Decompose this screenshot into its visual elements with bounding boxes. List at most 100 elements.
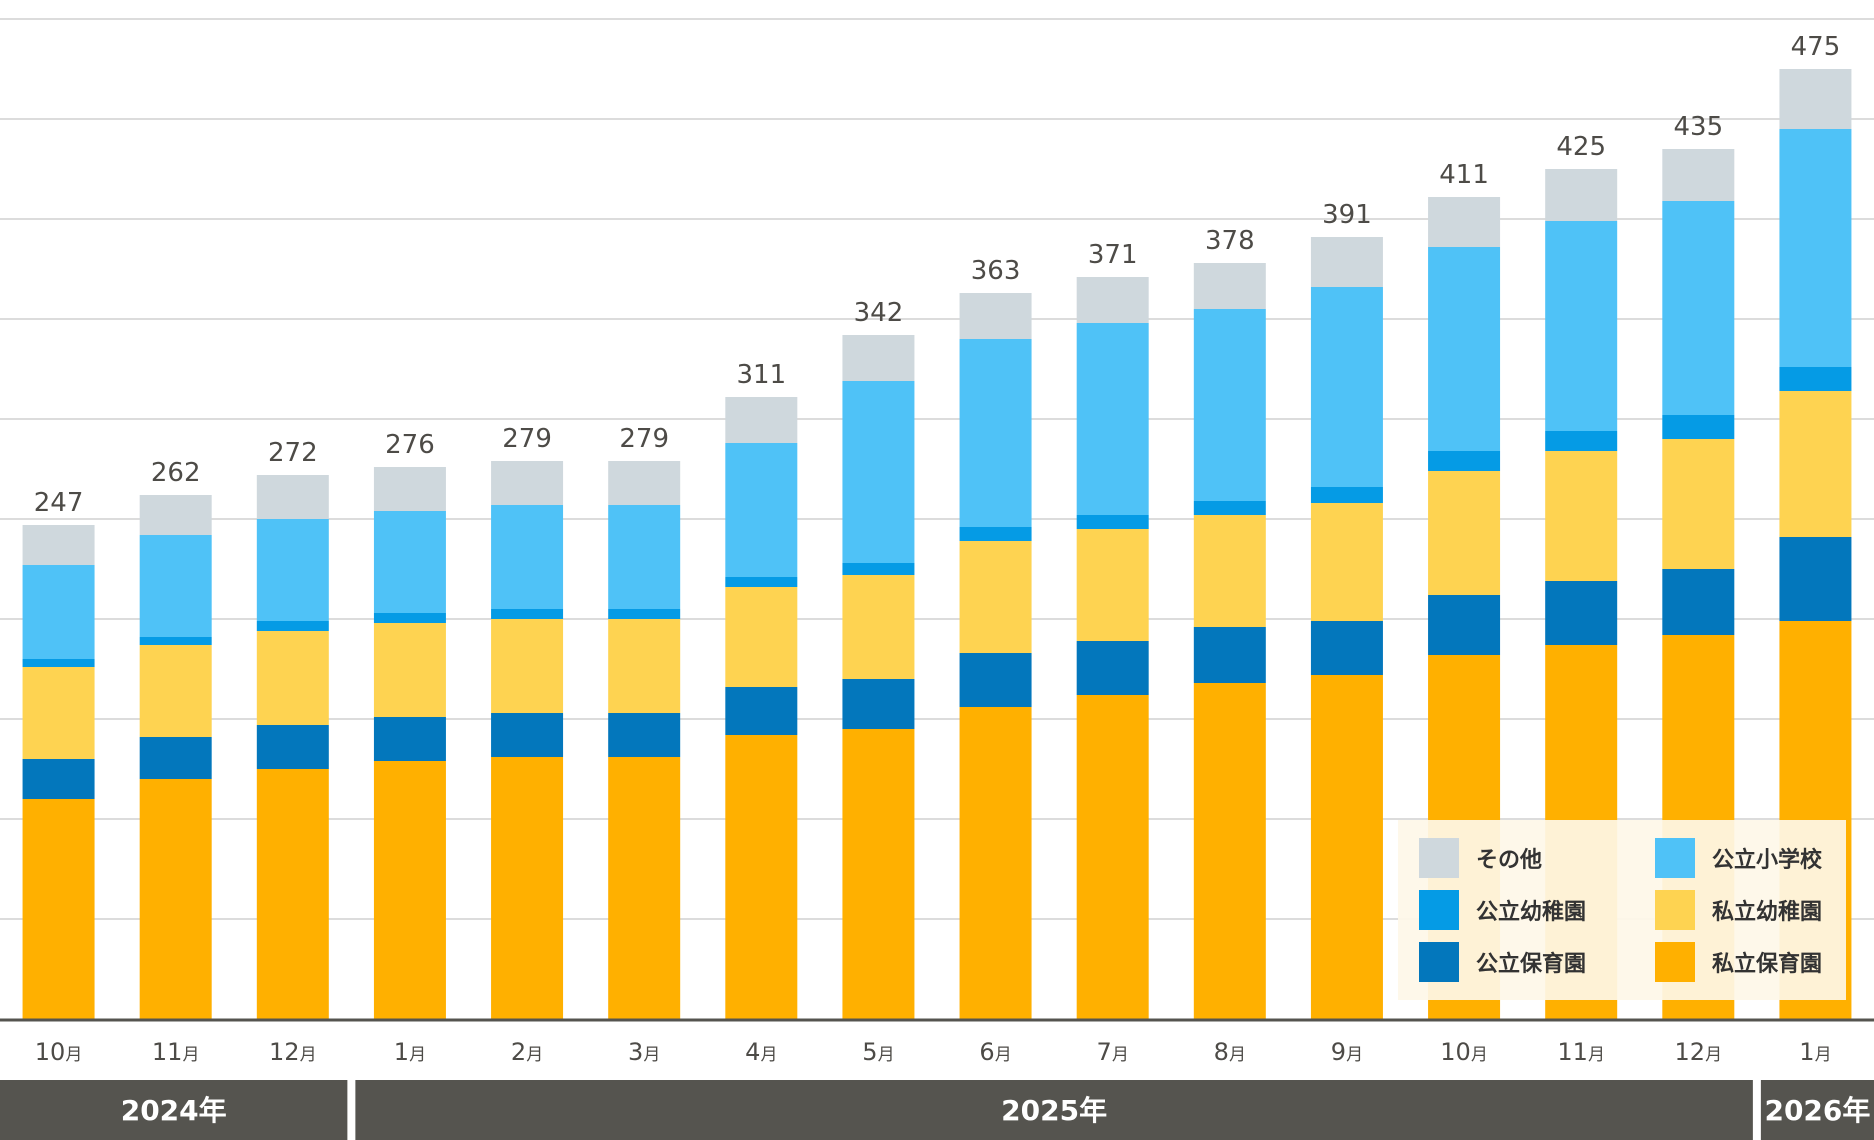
bar-segment[interactable] [1193, 515, 1266, 627]
bar-segment[interactable] [256, 631, 329, 725]
bar-segment[interactable] [491, 505, 564, 609]
bar-segment[interactable] [1310, 287, 1383, 487]
bar-segment[interactable] [1193, 683, 1266, 1019]
bar-segment[interactable] [139, 535, 212, 637]
legend-item[interactable]: その他 [1419, 838, 1542, 878]
bar-segment[interactable] [725, 587, 798, 687]
bar-segment[interactable] [959, 541, 1032, 653]
bar-segment[interactable] [959, 527, 1032, 541]
bar-segment[interactable] [959, 653, 1032, 707]
bar-segment[interactable] [842, 335, 915, 381]
bar-segment[interactable] [373, 717, 446, 761]
bar-segment[interactable] [22, 565, 95, 659]
bar-segment[interactable] [842, 563, 915, 575]
bar-segment[interactable] [1310, 675, 1383, 1019]
legend-item[interactable]: 私立幼稚園 [1655, 890, 1822, 930]
bar-segment[interactable] [1545, 221, 1618, 431]
bar-segment[interactable] [139, 495, 212, 535]
bar-segment[interactable] [1076, 323, 1149, 515]
bar-segment[interactable] [1076, 641, 1149, 695]
bar-segment[interactable] [1193, 501, 1266, 515]
bar-segment[interactable] [491, 461, 564, 505]
bar-segment[interactable] [1076, 277, 1149, 323]
bar-segment[interactable] [842, 381, 915, 563]
bar-segment[interactable] [1310, 237, 1383, 287]
bar-segment[interactable] [725, 735, 798, 1019]
bar-segment[interactable] [1779, 537, 1852, 621]
bar-segment[interactable] [725, 577, 798, 587]
bar-segment[interactable] [1310, 503, 1383, 621]
bar-segment[interactable] [22, 759, 95, 799]
bar-segment[interactable] [1545, 451, 1618, 581]
bar-segment[interactable] [1662, 415, 1735, 439]
bar-segment[interactable] [1779, 367, 1852, 391]
bar-segment[interactable] [1428, 471, 1501, 595]
bar-segment[interactable] [22, 659, 95, 667]
legend-item[interactable]: 私立保育園 [1655, 942, 1822, 982]
bar-segment[interactable] [608, 713, 681, 757]
bar-segment[interactable] [1662, 569, 1735, 635]
bar-segment[interactable] [373, 467, 446, 511]
bar-segment[interactable] [22, 799, 95, 1019]
bar-segment[interactable] [725, 687, 798, 735]
bar-segment[interactable] [1545, 581, 1618, 645]
bar-segment[interactable] [22, 667, 95, 759]
bar-segment[interactable] [1310, 487, 1383, 503]
bar-segment[interactable] [608, 757, 681, 1019]
legend-item[interactable]: 公立幼稚園 [1419, 890, 1586, 930]
bar-segment[interactable] [256, 725, 329, 769]
bar-segment[interactable] [1662, 439, 1735, 569]
bar-segment[interactable] [1076, 515, 1149, 529]
bar-segment[interactable] [373, 623, 446, 717]
bar-segment[interactable] [1779, 69, 1852, 129]
bar-segment[interactable] [959, 293, 1032, 339]
bar-segment[interactable] [373, 613, 446, 623]
bar-segment[interactable] [725, 443, 798, 577]
bar-segment[interactable] [1779, 129, 1852, 367]
bar-segment[interactable] [491, 609, 564, 619]
bar-segment[interactable] [608, 609, 681, 619]
bar-segment[interactable] [608, 619, 681, 713]
bar-segment[interactable] [1193, 309, 1266, 501]
bar-segment[interactable] [1310, 621, 1383, 675]
bar-segment[interactable] [139, 779, 212, 1019]
bar-segment[interactable] [842, 729, 915, 1019]
bar-segment[interactable] [1428, 451, 1501, 471]
bar-segment[interactable] [491, 619, 564, 713]
bar-segment[interactable] [1428, 197, 1501, 247]
bar-segment[interactable] [1662, 201, 1735, 415]
bar-segment[interactable] [256, 769, 329, 1019]
bar-segment[interactable] [608, 461, 681, 505]
bar-segment[interactable] [373, 511, 446, 613]
bar-segment[interactable] [22, 525, 95, 565]
bar-segment[interactable] [139, 645, 212, 737]
bar-segment[interactable] [725, 397, 798, 443]
bar-segment[interactable] [1779, 391, 1852, 537]
bar-segment[interactable] [959, 339, 1032, 527]
bar-segment[interactable] [1545, 431, 1618, 451]
legend-item[interactable]: 公立保育園 [1419, 942, 1586, 982]
bar-segment[interactable] [1428, 595, 1501, 655]
bar-segment[interactable] [256, 475, 329, 519]
bar-segment[interactable] [1662, 149, 1735, 201]
legend-item[interactable]: 公立小学校 [1655, 838, 1823, 878]
bar-segment[interactable] [139, 637, 212, 645]
bar-stack [139, 495, 212, 1019]
bar-segment[interactable] [1076, 529, 1149, 641]
bar-segment[interactable] [373, 761, 446, 1019]
bar-segment[interactable] [842, 575, 915, 679]
bar-segment[interactable] [1545, 169, 1618, 221]
bar-segment[interactable] [1193, 263, 1266, 309]
bar-segment[interactable] [256, 519, 329, 621]
bar-segment[interactable] [1076, 695, 1149, 1019]
bar-segment[interactable] [256, 621, 329, 631]
bar-segment[interactable] [1428, 247, 1501, 451]
bar-segment[interactable] [842, 679, 915, 729]
bar-segment[interactable] [959, 707, 1032, 1019]
total-label: 425 [1556, 132, 1606, 162]
bar-segment[interactable] [139, 737, 212, 779]
bar-segment[interactable] [1193, 627, 1266, 683]
bar-segment[interactable] [491, 757, 564, 1019]
bar-segment[interactable] [608, 505, 681, 609]
bar-segment[interactable] [491, 713, 564, 757]
